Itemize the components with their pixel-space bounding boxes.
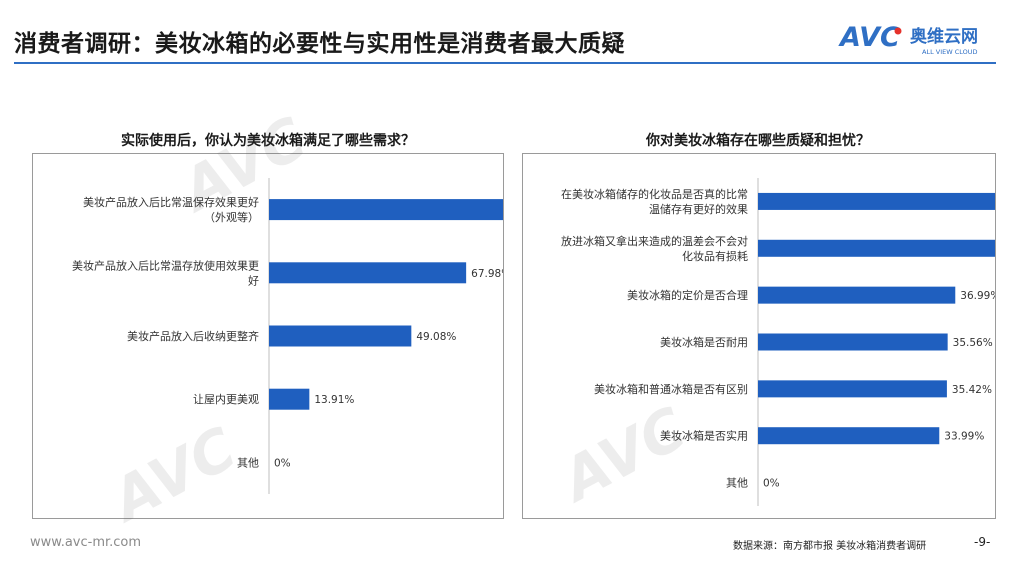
bar-3 (269, 388, 310, 410)
bar-4 (758, 380, 947, 398)
page-number: -9- (974, 535, 991, 549)
category-label-4-0: 美妆冰箱和普通冰箱是否有区别 (594, 382, 748, 396)
category-label-0-1: （外观等） (204, 210, 259, 224)
category-label-4-0: 其他 (237, 456, 259, 469)
left-bar-chart: 美妆产品放入后比常温保存效果更好（外观等）80.84%美妆产品放入后比常温存放使… (72, 178, 548, 494)
bar-3 (758, 333, 948, 351)
header-divider (14, 62, 996, 64)
category-label-3-0: 让屋内更美观 (193, 392, 259, 406)
value-label-3: 35.56% (953, 337, 993, 349)
bar-0 (758, 192, 1024, 210)
category-label-3-0: 美妆冰箱是否耐用 (660, 335, 748, 349)
logo-cn: 奥维云网 (910, 26, 978, 47)
page-title: 消费者调研：美妆冰箱的必要性与实用性是消费者最大质疑 (14, 31, 625, 57)
value-label-1: 67.98% (471, 268, 503, 280)
category-label-5-0: 美妆冰箱是否实用 (660, 429, 748, 443)
logo-en: ALL VIEW CLOUD (922, 48, 978, 56)
value-label-3: 13.91% (314, 394, 354, 406)
category-label-0-0: 美妆产品放入后比常温保存效果更好 (83, 195, 259, 209)
category-label-1-0: 放进冰箱又拿出来造成的温差会不会对 (561, 234, 748, 248)
value-label-6: 0% (763, 478, 780, 490)
bar-1 (269, 262, 467, 284)
category-label-1-1: 化妆品有损耗 (682, 249, 748, 263)
right-chart-title: 你对美妆冰箱存在哪些质疑和担忧？ (646, 133, 870, 149)
bar-5 (758, 427, 940, 445)
right-chart-panel: 在美妆冰箱储存的化妆品是否真的比常温储存有更好的效果53.46%放进冰箱又拿出来… (522, 153, 1024, 519)
right-bar-chart: 在美妆冰箱储存的化妆品是否真的比常温储存有更好的效果53.46%放进冰箱又拿出来… (561, 178, 1024, 506)
logo-mark: AVC (838, 22, 900, 53)
category-label-0-0: 在美妆冰箱储存的化妆品是否真的比常 (561, 187, 748, 201)
value-label-2: 49.08% (416, 331, 456, 343)
avc-logo: AVC 奥维云网 ALL VIEW CLOUD (838, 22, 978, 56)
category-label-6-0: 其他 (726, 477, 748, 490)
bar-2 (758, 286, 956, 304)
logo-dot-icon (894, 27, 902, 35)
category-label-2-0: 美妆冰箱的定价是否合理 (627, 288, 748, 302)
left-chart-title: 实际使用后，你认为美妆冰箱满足了哪些需求？ (121, 133, 415, 149)
value-label-5: 33.99% (944, 431, 984, 443)
category-label-2-0: 美妆产品放入后收纳更整齐 (127, 329, 259, 343)
data-source: 数据来源：南方都市报 美妆冰箱消费者调研 (733, 541, 927, 552)
value-label-2: 36.99% (960, 290, 995, 302)
footer-url: www.avc-mr.com (30, 535, 142, 550)
left-chart-panel: 美妆产品放入后比常温保存效果更好（外观等）80.84%美妆产品放入后比常温存放使… (32, 153, 548, 519)
bar-2 (269, 325, 412, 347)
bar-1 (758, 239, 1024, 257)
category-label-1-1: 好 (248, 273, 259, 287)
value-label-4: 35.42% (952, 384, 992, 396)
category-label-1-0: 美妆产品放入后比常温存放使用效果更 (72, 258, 259, 272)
value-label-4: 0% (274, 457, 291, 469)
category-label-0-1: 温储存有更好的效果 (649, 202, 748, 216)
bar-0 (269, 199, 504, 221)
